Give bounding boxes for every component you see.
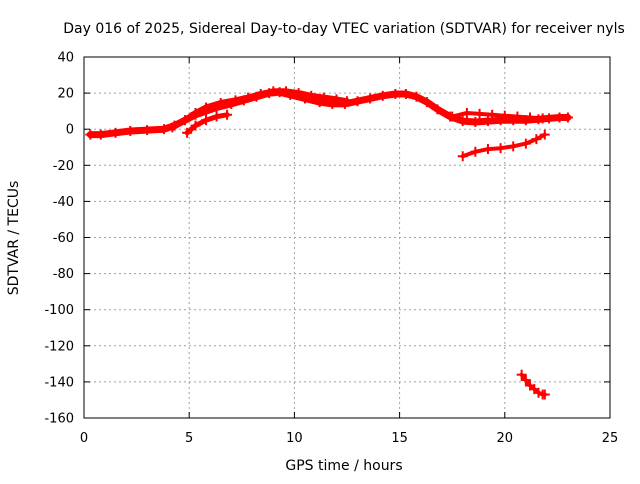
data-point: [201, 102, 212, 113]
data-point: [487, 109, 498, 120]
y-tick-label: -120: [44, 339, 74, 354]
data-point: [554, 112, 565, 123]
data-point: [495, 143, 506, 154]
data-point: [230, 95, 241, 106]
data-point: [421, 97, 432, 108]
data-point: [215, 98, 226, 109]
data-point: [280, 86, 291, 97]
data-point: [190, 120, 201, 131]
data-point: [222, 109, 233, 120]
data-point: [482, 116, 493, 127]
y-axis-label: SDTVAR / TECUs: [6, 181, 22, 296]
data-point: [508, 141, 519, 152]
y-tick-label: -140: [44, 375, 74, 390]
y-tick-label: 20: [57, 87, 74, 102]
data-point: [457, 151, 468, 162]
data-point: [525, 112, 536, 123]
x-tick-label: 15: [391, 431, 408, 446]
data-point: [85, 129, 96, 140]
data-point: [539, 389, 550, 400]
data-point: [390, 89, 401, 100]
data-point: [110, 127, 121, 138]
y-tick-label: 0: [66, 123, 74, 138]
data-point: [411, 91, 422, 102]
data-point: [158, 124, 169, 135]
data-series: [85, 86, 573, 400]
data-point: [520, 138, 531, 149]
axis-ticks: 40 20 0 -20 -40 -60 -80 -100 -120 -140 -160 0 5 10 15 2…: [44, 51, 618, 447]
data-point: [531, 134, 542, 145]
x-tick-label: 10: [286, 431, 303, 446]
data-point: [537, 113, 548, 124]
data-point: [512, 111, 523, 122]
data-point: [432, 104, 443, 115]
data-point: [306, 90, 317, 101]
data-point: [293, 88, 304, 99]
x-tick-label: 20: [497, 431, 514, 446]
y-tick-label: -160: [44, 412, 74, 427]
y-tick-label: -100: [44, 303, 74, 318]
data-point: [167, 122, 178, 133]
data-point: [516, 369, 527, 380]
data-point: [331, 94, 342, 105]
data-point: [318, 92, 329, 103]
y-tick-label: -60: [53, 231, 74, 246]
y-tick-label: 40: [57, 51, 74, 66]
data-point: [470, 146, 481, 157]
data-point: [499, 110, 510, 121]
data-point: [461, 107, 472, 118]
data-point: [268, 86, 279, 97]
data-point: [400, 89, 411, 100]
data-point: [447, 111, 458, 122]
chart-title: Day 016 of 2025, Sidereal Day-to-day VTE…: [63, 21, 625, 37]
data-point: [243, 92, 254, 103]
data-point: [211, 111, 222, 122]
data-point: [474, 108, 485, 119]
y-tick-label: -20: [53, 159, 74, 174]
data-point: [457, 116, 468, 127]
data-point: [95, 129, 106, 140]
data-point: [377, 90, 388, 101]
x-axis-label: GPS time / hours: [285, 458, 402, 474]
data-point: [470, 116, 481, 127]
y-tick-label: -40: [53, 195, 74, 210]
x-tick-label: 0: [80, 431, 88, 446]
data-point: [539, 129, 550, 140]
data-point: [182, 127, 193, 138]
x-tick-label: 5: [185, 431, 193, 446]
data-point: [125, 126, 136, 137]
data-point: [255, 89, 266, 100]
data-point: [352, 96, 363, 107]
data-point: [179, 115, 190, 126]
data-point: [482, 144, 493, 155]
data-point: [520, 375, 531, 386]
data-point: [190, 107, 201, 118]
data-point: [201, 115, 212, 126]
data-point: [142, 125, 153, 136]
x-tick-label: 25: [602, 431, 619, 446]
data-point: [342, 96, 352, 107]
y-tick-label: -80: [53, 267, 74, 282]
data-point: [562, 112, 573, 123]
data-point: [365, 93, 376, 104]
